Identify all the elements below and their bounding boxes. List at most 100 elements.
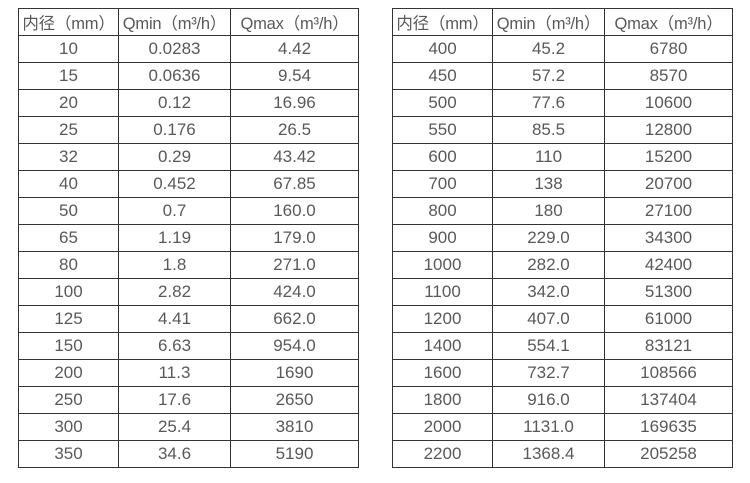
table-row: 1100 342.0 51300 <box>392 278 733 306</box>
table-cell: 300 <box>18 413 119 441</box>
table-cell: 0.0283 <box>118 35 231 63</box>
table-cell: 0.452 <box>118 170 231 198</box>
table-cell: 17.6 <box>118 386 231 414</box>
table-cell: 138 <box>492 170 605 198</box>
table-cell: 450 <box>392 62 493 90</box>
table-cell: 3810 <box>230 413 359 441</box>
table-row: 400 45.2 6780 <box>392 35 733 63</box>
table-cell: 11.3 <box>118 359 231 387</box>
table-row: 10 0.0283 4.42 <box>18 35 359 63</box>
table-cell: 916.0 <box>492 386 605 414</box>
table-cell: 32 <box>18 143 119 171</box>
table-cell: 554.1 <box>492 332 605 360</box>
table-cell: 10600 <box>604 89 733 117</box>
table-row: 125 4.41 662.0 <box>18 305 359 333</box>
table-row: 200 11.3 1690 <box>18 359 359 387</box>
table-cell: 732.7 <box>492 359 605 387</box>
flow-table-small-diameters: 内径（mm） Qmin（m³/h） Qmax（m³/h） 10 0.0283 4.42 1… <box>18 8 359 468</box>
column-header: Qmin（m³/h） <box>492 8 605 36</box>
table-cell: 1.19 <box>118 224 231 252</box>
table-cell: 20 <box>18 89 119 117</box>
table-cell: 42400 <box>604 251 733 279</box>
table-cell: 83121 <box>604 332 733 360</box>
table-cell: 16.96 <box>230 89 359 117</box>
table-cell: 1000 <box>392 251 493 279</box>
table-cell: 34300 <box>604 224 733 252</box>
table-cell: 5190 <box>230 440 359 468</box>
table-cell: 0.7 <box>118 197 231 225</box>
table-cell: 2.82 <box>118 278 231 306</box>
table-cell: 65 <box>18 224 119 252</box>
table-cell: 2000 <box>392 413 493 441</box>
table-row: 80 1.8 271.0 <box>18 251 359 279</box>
flow-table-large-diameters: 内径（mm） Qmin（m³/h） Qmax（m³/h） 400 45.2 6780 45… <box>392 8 733 468</box>
table-row: 1200 407.0 61000 <box>392 305 733 333</box>
table-cell: 169635 <box>604 413 733 441</box>
table-cell: 342.0 <box>492 278 605 306</box>
column-header: Qmax（m³/h） <box>230 8 359 36</box>
table-cell: 15 <box>18 62 119 90</box>
table-cell: 27100 <box>604 197 733 225</box>
table-cell: 500 <box>392 89 493 117</box>
table-cell: 160.0 <box>230 197 359 225</box>
table-cell: 200 <box>18 359 119 387</box>
table-row: 32 0.29 43.42 <box>18 143 359 171</box>
table-cell: 57.2 <box>492 62 605 90</box>
table-row: 65 1.19 179.0 <box>18 224 359 252</box>
table-cell: 6.63 <box>118 332 231 360</box>
table-row: 1000 282.0 42400 <box>392 251 733 279</box>
table-cell: 125 <box>18 305 119 333</box>
table-cell: 282.0 <box>492 251 605 279</box>
table-cell: 1600 <box>392 359 493 387</box>
table-cell: 954.0 <box>230 332 359 360</box>
table-row: 250 17.6 2650 <box>18 386 359 414</box>
table-cell: 137404 <box>604 386 733 414</box>
column-header: 内径（mm） <box>392 8 493 36</box>
table-cell: 1200 <box>392 305 493 333</box>
table-cell: 2650 <box>230 386 359 414</box>
table-cell: 1.8 <box>118 251 231 279</box>
table-row: 1800 916.0 137404 <box>392 386 733 414</box>
table-cell: 100 <box>18 278 119 306</box>
table-cell: 407.0 <box>492 305 605 333</box>
table-cell: 0.12 <box>118 89 231 117</box>
table-row: 15 0.0636 9.54 <box>18 62 359 90</box>
table-cell: 150 <box>18 332 119 360</box>
table-cell: 10 <box>18 35 119 63</box>
table-cell: 108566 <box>604 359 733 387</box>
table-cell: 1131.0 <box>492 413 605 441</box>
table-row: 100 2.82 424.0 <box>18 278 359 306</box>
table-cell: 85.5 <box>492 116 605 144</box>
table-cell: 15200 <box>604 143 733 171</box>
table-cell: 550 <box>392 116 493 144</box>
table-cell: 9.54 <box>230 62 359 90</box>
table-cell: 350 <box>18 440 119 468</box>
table-cell: 600 <box>392 143 493 171</box>
table-cell: 900 <box>392 224 493 252</box>
table-cell: 8570 <box>604 62 733 90</box>
flow-spec-tables: 内径（mm） Qmin（m³/h） Qmax（m³/h） 10 0.0283 4.42 1… <box>18 8 733 468</box>
table-cell: 1400 <box>392 332 493 360</box>
table-cell: 50 <box>18 197 119 225</box>
table-cell: 51300 <box>604 278 733 306</box>
table-row: 550 85.5 12800 <box>392 116 733 144</box>
table-cell: 4.41 <box>118 305 231 333</box>
table-cell: 110 <box>492 143 605 171</box>
header-row: 内径（mm） Qmin（m³/h） Qmax（m³/h） <box>18 8 359 36</box>
table-cell: 34.6 <box>118 440 231 468</box>
table-cell: 400 <box>392 35 493 63</box>
table-cell: 205258 <box>604 440 733 468</box>
column-header: 内径（mm） <box>18 8 119 36</box>
table-cell: 800 <box>392 197 493 225</box>
table-row: 2200 1368.4 205258 <box>392 440 733 468</box>
table-cell: 1368.4 <box>492 440 605 468</box>
table-cell: 43.42 <box>230 143 359 171</box>
table-row: 450 57.2 8570 <box>392 62 733 90</box>
table-row: 2000 1131.0 169635 <box>392 413 733 441</box>
table-row: 800 180 27100 <box>392 197 733 225</box>
table-cell: 40 <box>18 170 119 198</box>
table-cell: 662.0 <box>230 305 359 333</box>
table-cell: 1100 <box>392 278 493 306</box>
table-cell: 20700 <box>604 170 733 198</box>
table-cell: 250 <box>18 386 119 414</box>
